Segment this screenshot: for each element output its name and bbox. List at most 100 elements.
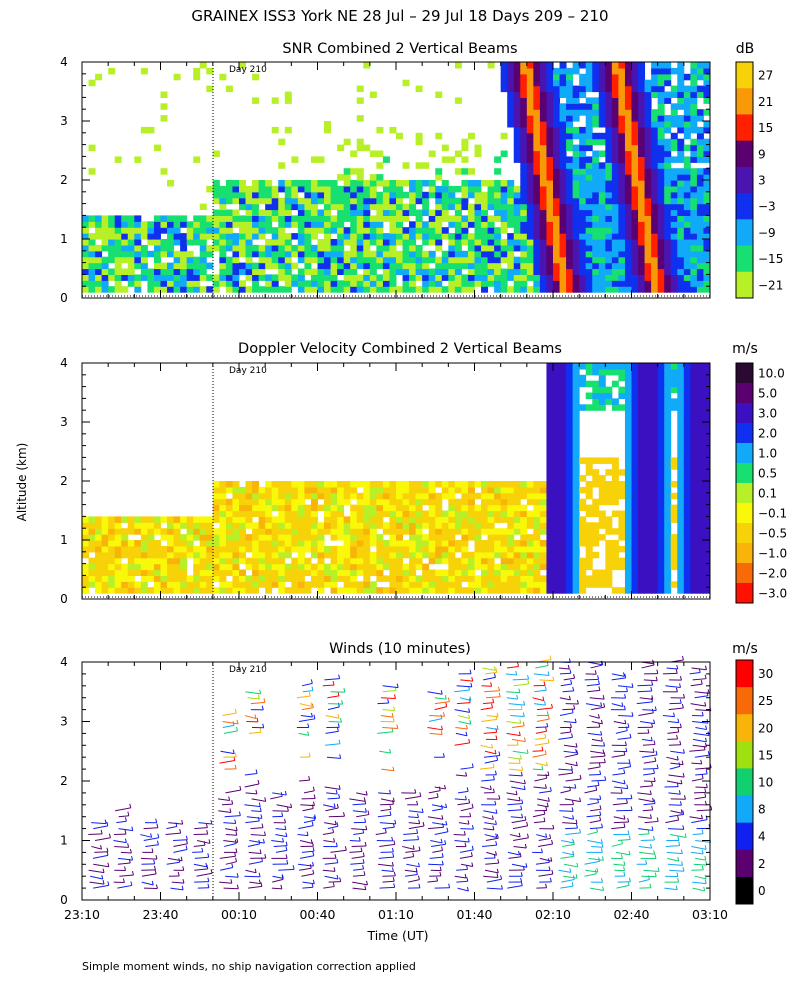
field-cell bbox=[121, 540, 129, 547]
field-cell bbox=[193, 233, 201, 240]
field-cell bbox=[631, 121, 639, 128]
field-cell bbox=[605, 492, 613, 500]
field-cell bbox=[690, 126, 698, 134]
wind-barb bbox=[165, 832, 181, 836]
field-cell bbox=[703, 221, 710, 228]
field-cell bbox=[670, 250, 678, 258]
wind-barb-flag bbox=[122, 878, 125, 883]
field-cell bbox=[572, 557, 580, 565]
field-cell bbox=[337, 528, 345, 535]
field-cell bbox=[507, 545, 515, 553]
field-cell bbox=[467, 575, 475, 582]
field-cell bbox=[147, 274, 155, 281]
field-cell bbox=[553, 368, 560, 376]
field-cell bbox=[696, 469, 704, 476]
field-cell bbox=[494, 209, 502, 216]
field-cell bbox=[252, 203, 260, 211]
field-cell bbox=[382, 486, 390, 494]
field-cell bbox=[291, 180, 299, 187]
field-cell bbox=[670, 481, 678, 488]
field-cell bbox=[245, 522, 253, 529]
field-cell bbox=[108, 227, 116, 234]
field-cell bbox=[520, 486, 528, 494]
field-cell bbox=[618, 197, 626, 205]
field-cell bbox=[546, 180, 554, 187]
field-cell bbox=[520, 209, 528, 216]
field-cell bbox=[651, 492, 659, 500]
field-cell bbox=[624, 557, 632, 565]
field-cell bbox=[304, 221, 312, 228]
field-cell bbox=[644, 481, 652, 488]
field-cell bbox=[638, 286, 646, 293]
field-cell bbox=[585, 85, 593, 93]
wind-barb bbox=[382, 689, 397, 693]
field-cell bbox=[566, 233, 574, 240]
field-cell bbox=[696, 209, 704, 216]
field-cell bbox=[212, 504, 220, 512]
field-cell bbox=[356, 528, 364, 535]
field-cell bbox=[114, 215, 122, 222]
field-cell bbox=[219, 239, 227, 246]
field-cell bbox=[121, 227, 129, 234]
field-cell bbox=[461, 256, 469, 264]
field-cell bbox=[533, 522, 541, 529]
field-cell bbox=[494, 250, 502, 258]
field-cell bbox=[297, 528, 305, 535]
field-cell bbox=[134, 262, 142, 270]
field-cell bbox=[638, 575, 646, 582]
field-cell bbox=[108, 575, 116, 582]
field-cell bbox=[513, 522, 521, 529]
field-cell bbox=[631, 268, 639, 275]
field-cell bbox=[703, 416, 710, 423]
field-cell bbox=[683, 498, 691, 506]
field-cell bbox=[88, 215, 96, 222]
field-cell bbox=[396, 510, 403, 517]
field-cell bbox=[638, 374, 646, 382]
field-cell bbox=[245, 534, 253, 541]
field-cell bbox=[677, 451, 685, 458]
wind-barb-flag bbox=[236, 726, 238, 731]
field-cell bbox=[683, 587, 691, 594]
field-cell bbox=[631, 398, 639, 405]
field-cell bbox=[677, 445, 685, 453]
field-cell bbox=[422, 280, 430, 287]
field-cell bbox=[533, 103, 541, 110]
field-cell bbox=[363, 215, 371, 222]
field-cell bbox=[644, 109, 652, 116]
field-cell bbox=[644, 587, 652, 594]
field-cell bbox=[677, 528, 685, 535]
field-cell bbox=[271, 250, 279, 258]
field-cell bbox=[127, 545, 135, 553]
field-cell bbox=[520, 557, 528, 565]
field-cell bbox=[696, 398, 704, 405]
field-cell bbox=[481, 203, 489, 211]
field-cell bbox=[140, 256, 148, 264]
field-cell bbox=[657, 587, 665, 594]
field-cell bbox=[252, 280, 260, 287]
field-cell bbox=[585, 239, 593, 246]
field-cell bbox=[566, 274, 574, 281]
field-cell bbox=[95, 286, 103, 293]
field-cell bbox=[539, 109, 547, 116]
field-cell bbox=[409, 528, 417, 535]
field-cell bbox=[592, 268, 600, 275]
field-cell bbox=[435, 492, 443, 500]
field-cell bbox=[520, 256, 528, 264]
field-cell bbox=[467, 569, 475, 576]
field-cell bbox=[513, 227, 521, 234]
field-cell bbox=[638, 197, 646, 205]
wind-barb-flag bbox=[365, 790, 368, 796]
field-cell bbox=[337, 262, 345, 270]
field-cell bbox=[657, 575, 665, 582]
field-cell bbox=[415, 534, 423, 541]
wind-barb bbox=[302, 886, 314, 889]
field-cell bbox=[559, 422, 567, 429]
field-cell bbox=[598, 67, 606, 75]
field-cell bbox=[422, 540, 430, 547]
field-cell bbox=[546, 203, 554, 211]
field-cell bbox=[507, 239, 515, 246]
field-cell bbox=[153, 221, 161, 228]
field-cell bbox=[566, 445, 574, 453]
field-cell bbox=[382, 280, 390, 287]
field-cell bbox=[657, 439, 665, 447]
